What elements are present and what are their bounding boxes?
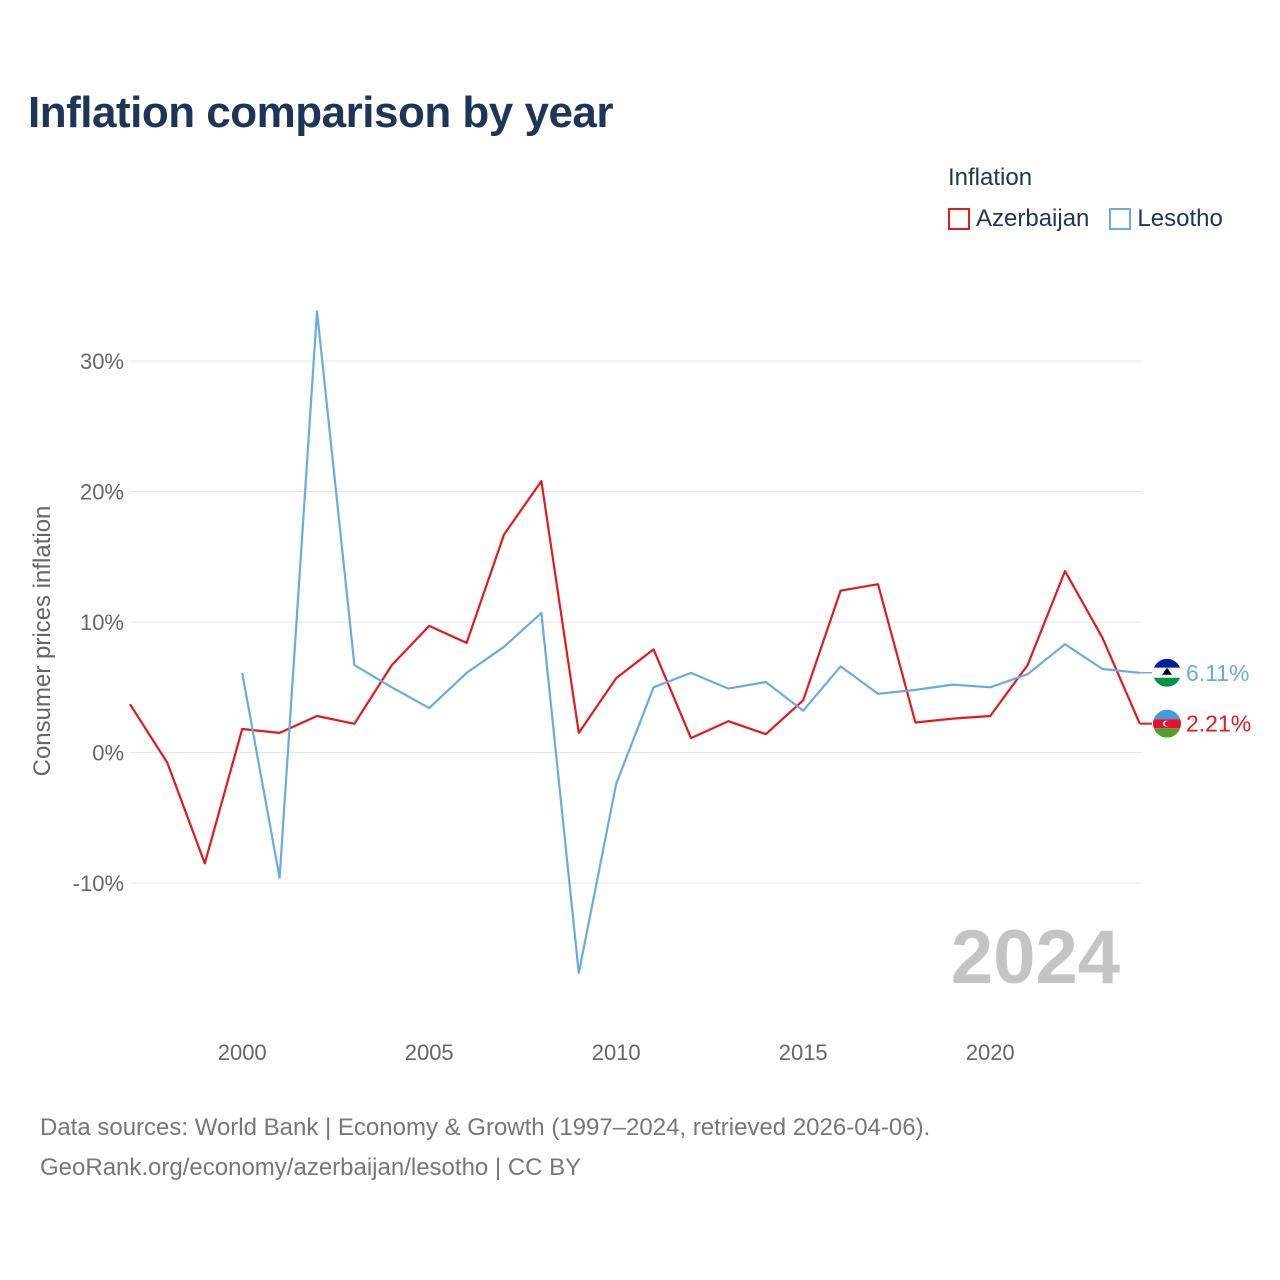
data-point-azerbaijan[interactable] [762, 730, 770, 738]
series-line-lesotho[interactable] [241, 310, 1140, 975]
legend-item-azerbaijan[interactable]: Azerbaijan [948, 205, 1089, 233]
data-point-lesotho[interactable] [537, 609, 545, 617]
y-axis-label: Consumer prices inflation [29, 506, 56, 777]
data-point-lesotho[interactable] [687, 669, 695, 677]
data-point-lesotho[interactable] [463, 669, 471, 677]
legend-swatch-lesotho [1109, 208, 1132, 230]
data-point-lesotho[interactable] [313, 307, 321, 315]
legend-title: Inflation [948, 164, 1033, 191]
data-point-azerbaijan[interactable] [126, 700, 134, 708]
line-chart: -10% 0% 10% 20% 30% 2000 2005 2010 2015 2020 Con… [29, 307, 1251, 1065]
data-point-azerbaijan[interactable] [687, 734, 695, 742]
end-value-lesotho: 6.11% [1186, 660, 1250, 686]
y-tick-label: 0% [92, 741, 124, 766]
lesotho-flag-icon [1153, 658, 1181, 687]
data-point-azerbaijan[interactable] [313, 712, 321, 720]
y-tick-label: -10% [73, 871, 124, 896]
data-point-azerbaijan[interactable] [537, 477, 545, 485]
data-point-azerbaijan[interactable] [612, 674, 620, 682]
data-point-lesotho[interactable] [650, 683, 658, 691]
legend-swatch-azerbaijan [948, 208, 970, 230]
data-point-azerbaijan[interactable] [1061, 567, 1069, 575]
x-tick-label: 2015 [779, 1040, 828, 1065]
data-point-lesotho[interactable] [612, 780, 620, 788]
data-point-lesotho[interactable] [874, 690, 882, 698]
legend-label-lesotho: Lesotho [1137, 205, 1223, 232]
y-tick-label: 30% [80, 349, 124, 374]
data-point-azerbaijan[interactable] [1098, 634, 1106, 642]
data-point-azerbaijan[interactable] [874, 580, 882, 588]
data-point-azerbaijan[interactable] [163, 759, 171, 767]
data-point-azerbaijan[interactable] [388, 661, 396, 669]
data-point-azerbaijan[interactable] [949, 715, 957, 723]
data-point-azerbaijan[interactable] [986, 712, 994, 720]
chart-title: Inflation comparison by year [28, 88, 614, 137]
data-point-lesotho[interactable] [1024, 670, 1032, 678]
x-tick-label: 2000 [218, 1040, 267, 1065]
data-point-lesotho[interactable] [350, 661, 358, 669]
data-point-lesotho[interactable] [724, 685, 732, 693]
x-tick-label: 2020 [966, 1040, 1015, 1065]
data-point-azerbaijan[interactable] [837, 587, 845, 595]
data-point-lesotho[interactable] [986, 683, 994, 691]
data-point-azerbaijan[interactable] [799, 696, 807, 704]
data-point-lesotho[interactable] [575, 969, 583, 977]
x-tick-label: 2005 [405, 1040, 454, 1065]
data-point-lesotho[interactable] [949, 681, 957, 689]
x-tick-label: 2010 [592, 1040, 641, 1065]
data-point-lesotho[interactable] [1098, 665, 1106, 673]
end-value-azerbaijan: 2.21% [1186, 711, 1251, 737]
data-point-azerbaijan[interactable] [500, 531, 508, 539]
data-point-azerbaijan[interactable] [350, 720, 358, 728]
data-point-azerbaijan[interactable] [724, 717, 732, 725]
data-point-lesotho[interactable] [388, 683, 396, 691]
data-point-lesotho[interactable] [799, 707, 807, 715]
data-point-azerbaijan[interactable] [1024, 661, 1032, 669]
azerbaijan-flag-icon [1153, 709, 1181, 738]
y-tick-label: 10% [80, 610, 124, 635]
legend-label-azerbaijan: Azerbaijan [976, 205, 1090, 232]
data-point-lesotho[interactable] [425, 704, 433, 712]
data-point-azerbaijan[interactable] [911, 718, 919, 726]
series-line-azerbaijan[interactable] [129, 480, 1141, 865]
y-tick-label: 20% [80, 480, 124, 505]
data-source: Data sources: World Bank | Economy & Gro… [40, 1108, 930, 1188]
data-point-azerbaijan[interactable] [276, 729, 284, 737]
data-point-lesotho[interactable] [911, 686, 919, 694]
data-point-azerbaijan[interactable] [201, 859, 209, 867]
legend-item-lesotho[interactable]: Lesotho [1109, 205, 1223, 233]
data-point-lesotho[interactable] [500, 643, 508, 651]
data-point-azerbaijan[interactable] [425, 622, 433, 630]
data-point-lesotho[interactable] [1061, 640, 1069, 648]
data-point-azerbaijan[interactable] [575, 729, 583, 737]
data-point-azerbaijan[interactable] [238, 725, 246, 733]
data-point-lesotho[interactable] [837, 662, 845, 670]
legend: Azerbaijan Lesotho [948, 205, 1223, 233]
data-point-lesotho[interactable] [276, 874, 284, 882]
source-line-1: Data sources: World Bank | Economy & Gro… [40, 1114, 931, 1141]
data-point-azerbaijan[interactable] [650, 645, 658, 653]
source-line-2[interactable]: GeoRank.org/economy/azerbaijan/lesotho |… [40, 1154, 582, 1181]
data-point-azerbaijan[interactable] [463, 639, 471, 647]
year-label: 2024 [951, 915, 1120, 1000]
data-point-lesotho[interactable] [238, 669, 246, 677]
data-point-lesotho[interactable] [762, 678, 770, 686]
